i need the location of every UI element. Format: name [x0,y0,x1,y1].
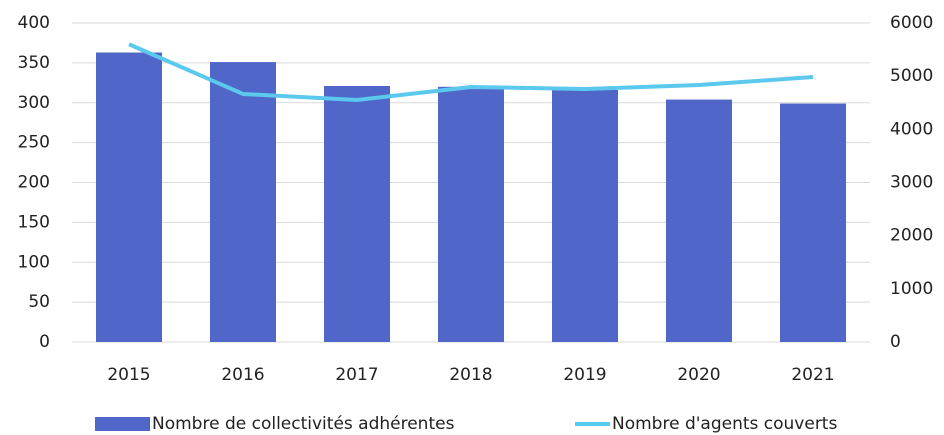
legend-label: Nombre de collectivités adhérentes [152,414,455,434]
y2-tick-label: 5000 [890,66,933,86]
y-tick-label: 250 [18,133,50,153]
bar [324,86,390,342]
x-tick-label: 2020 [677,365,720,385]
y2-tick-label: 6000 [890,13,933,33]
y2-tick-label: 3000 [890,173,933,193]
line [128,42,814,102]
x-tick-label: 2018 [449,365,492,385]
y-tick-label: 350 [18,53,50,73]
y-tick-label: 400 [18,13,50,33]
y2-tick-label: 1000 [890,279,933,299]
bar [96,52,162,342]
bar [780,103,846,342]
y2-tick-label: 0 [890,332,901,352]
x-tick-label: 2015 [107,365,150,385]
y2-tick-label: 2000 [890,226,933,246]
x-tick-label: 2017 [335,365,378,385]
legend-label: Nombre d'agents couverts [612,414,837,434]
y-tick-label: 150 [18,212,50,232]
bar [552,89,618,343]
y-tick-label: 200 [18,173,50,193]
x-tick-label: 2021 [791,365,834,385]
x-tick-label: 2016 [221,365,264,385]
bar [666,99,732,342]
y-tick-label: 50 [28,292,50,312]
x-tick-label: 2019 [563,365,606,385]
bar [438,86,504,342]
y-tick-label: 100 [18,252,50,272]
y2-tick-label: 4000 [890,119,933,139]
bar [210,62,276,342]
y-tick-label: 0 [39,332,50,352]
legend-swatch [95,417,150,431]
y-tick-label: 300 [18,93,50,113]
